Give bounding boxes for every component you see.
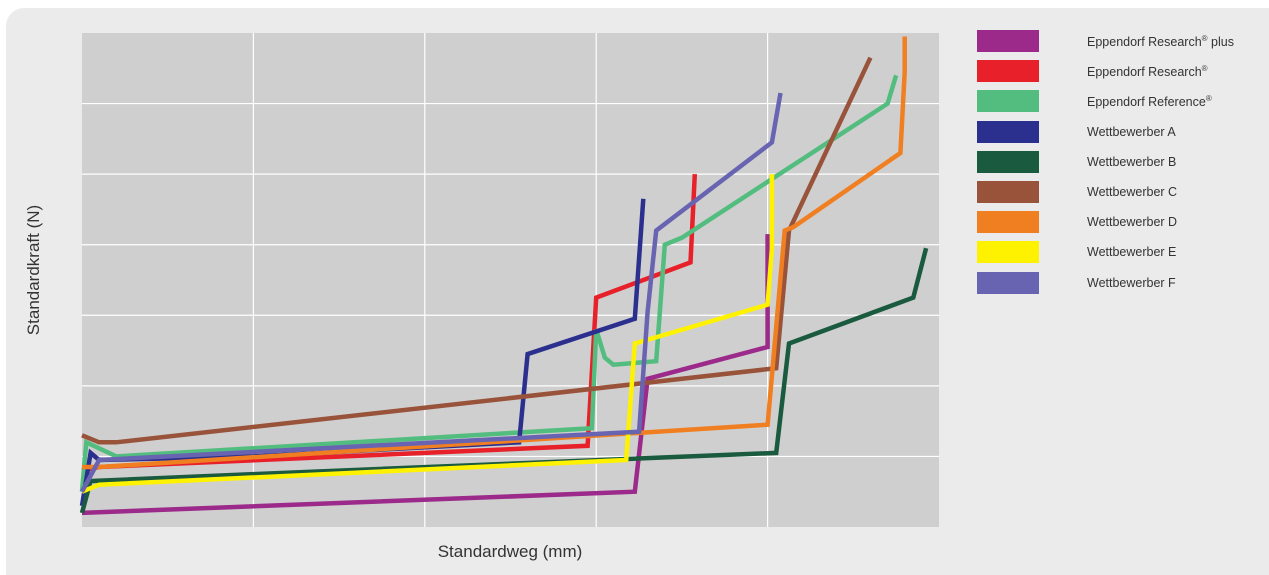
- legend-swatch: [977, 30, 1039, 52]
- legend-swatch: [977, 241, 1039, 264]
- legend-name: Wettbewerber C: [1087, 185, 1178, 199]
- series-line-7: [82, 36, 907, 470]
- legend-item: Eppendorf Research®: [977, 60, 1267, 83]
- legend-swatch: [977, 271, 1039, 294]
- legend-item: Wettbewerber F: [977, 271, 1267, 294]
- legend-swatch: [977, 90, 1039, 113]
- series-line-6: [81, 56, 873, 445]
- series-line-3: [79, 74, 899, 492]
- registered-mark: ®: [1205, 94, 1212, 104]
- legend-swatch: [977, 150, 1039, 173]
- legend-label: Wettbewerber C: [1087, 185, 1177, 199]
- legend-label: Eppendorf Research® plus: [1087, 34, 1234, 49]
- legend-item: Wettbewerber B: [977, 150, 1267, 173]
- legend-name: Eppendorf Reference: [1087, 95, 1206, 110]
- legend-item: Wettbewerber E: [977, 241, 1267, 264]
- legend-item: Wettbewerber D: [977, 211, 1267, 234]
- legend-name: Wettbewerber F: [1087, 275, 1176, 290]
- legend-item: Wettbewerber A: [977, 120, 1267, 143]
- legend-name: Wettbewerber D: [1087, 215, 1178, 230]
- legend-name: Eppendorf Research: [1087, 65, 1202, 80]
- series-line-5: [79, 247, 929, 514]
- legend-name: Wettbewerber B: [1087, 154, 1177, 169]
- legend-item: Eppendorf Reference®: [977, 90, 1267, 113]
- legend-label: Eppendorf Reference®: [1087, 94, 1212, 109]
- legend-suffix: plus: [1207, 35, 1234, 50]
- registered-mark: ®: [1201, 64, 1208, 74]
- legend-label: Wettbewerber E: [1087, 245, 1176, 259]
- legend-swatch: [977, 60, 1039, 83]
- legend-label: Wettbewerber B: [1087, 155, 1176, 169]
- registered-mark: ®: [1201, 34, 1208, 43]
- legend-name: Wettbewerber A: [1087, 124, 1176, 139]
- series-line-1: [81, 234, 770, 516]
- legend-label: Wettbewerber D: [1087, 215, 1177, 229]
- legend-swatch: [977, 120, 1039, 143]
- legend-label: Wettbewerber F: [1087, 276, 1176, 290]
- legend-swatch: [977, 181, 1039, 203]
- y-axis-label: Standardkraft (N): [24, 204, 43, 336]
- series-line-8: [81, 174, 775, 494]
- legend-label: Eppendorf Research®: [1087, 64, 1208, 79]
- legend-item: Wettbewerber C: [977, 181, 1267, 203]
- legend-swatch: [977, 211, 1039, 234]
- legend-name: Eppendorf Research: [1087, 35, 1202, 50]
- legend-name: Wettbewerber E: [1087, 245, 1177, 260]
- legend-item: Eppendorf Research® plus: [977, 30, 1267, 52]
- x-axis-label: Standardweg (mm): [437, 542, 583, 561]
- series-line-9: [80, 92, 783, 493]
- legend-label: Wettbewerber A: [1087, 125, 1176, 139]
